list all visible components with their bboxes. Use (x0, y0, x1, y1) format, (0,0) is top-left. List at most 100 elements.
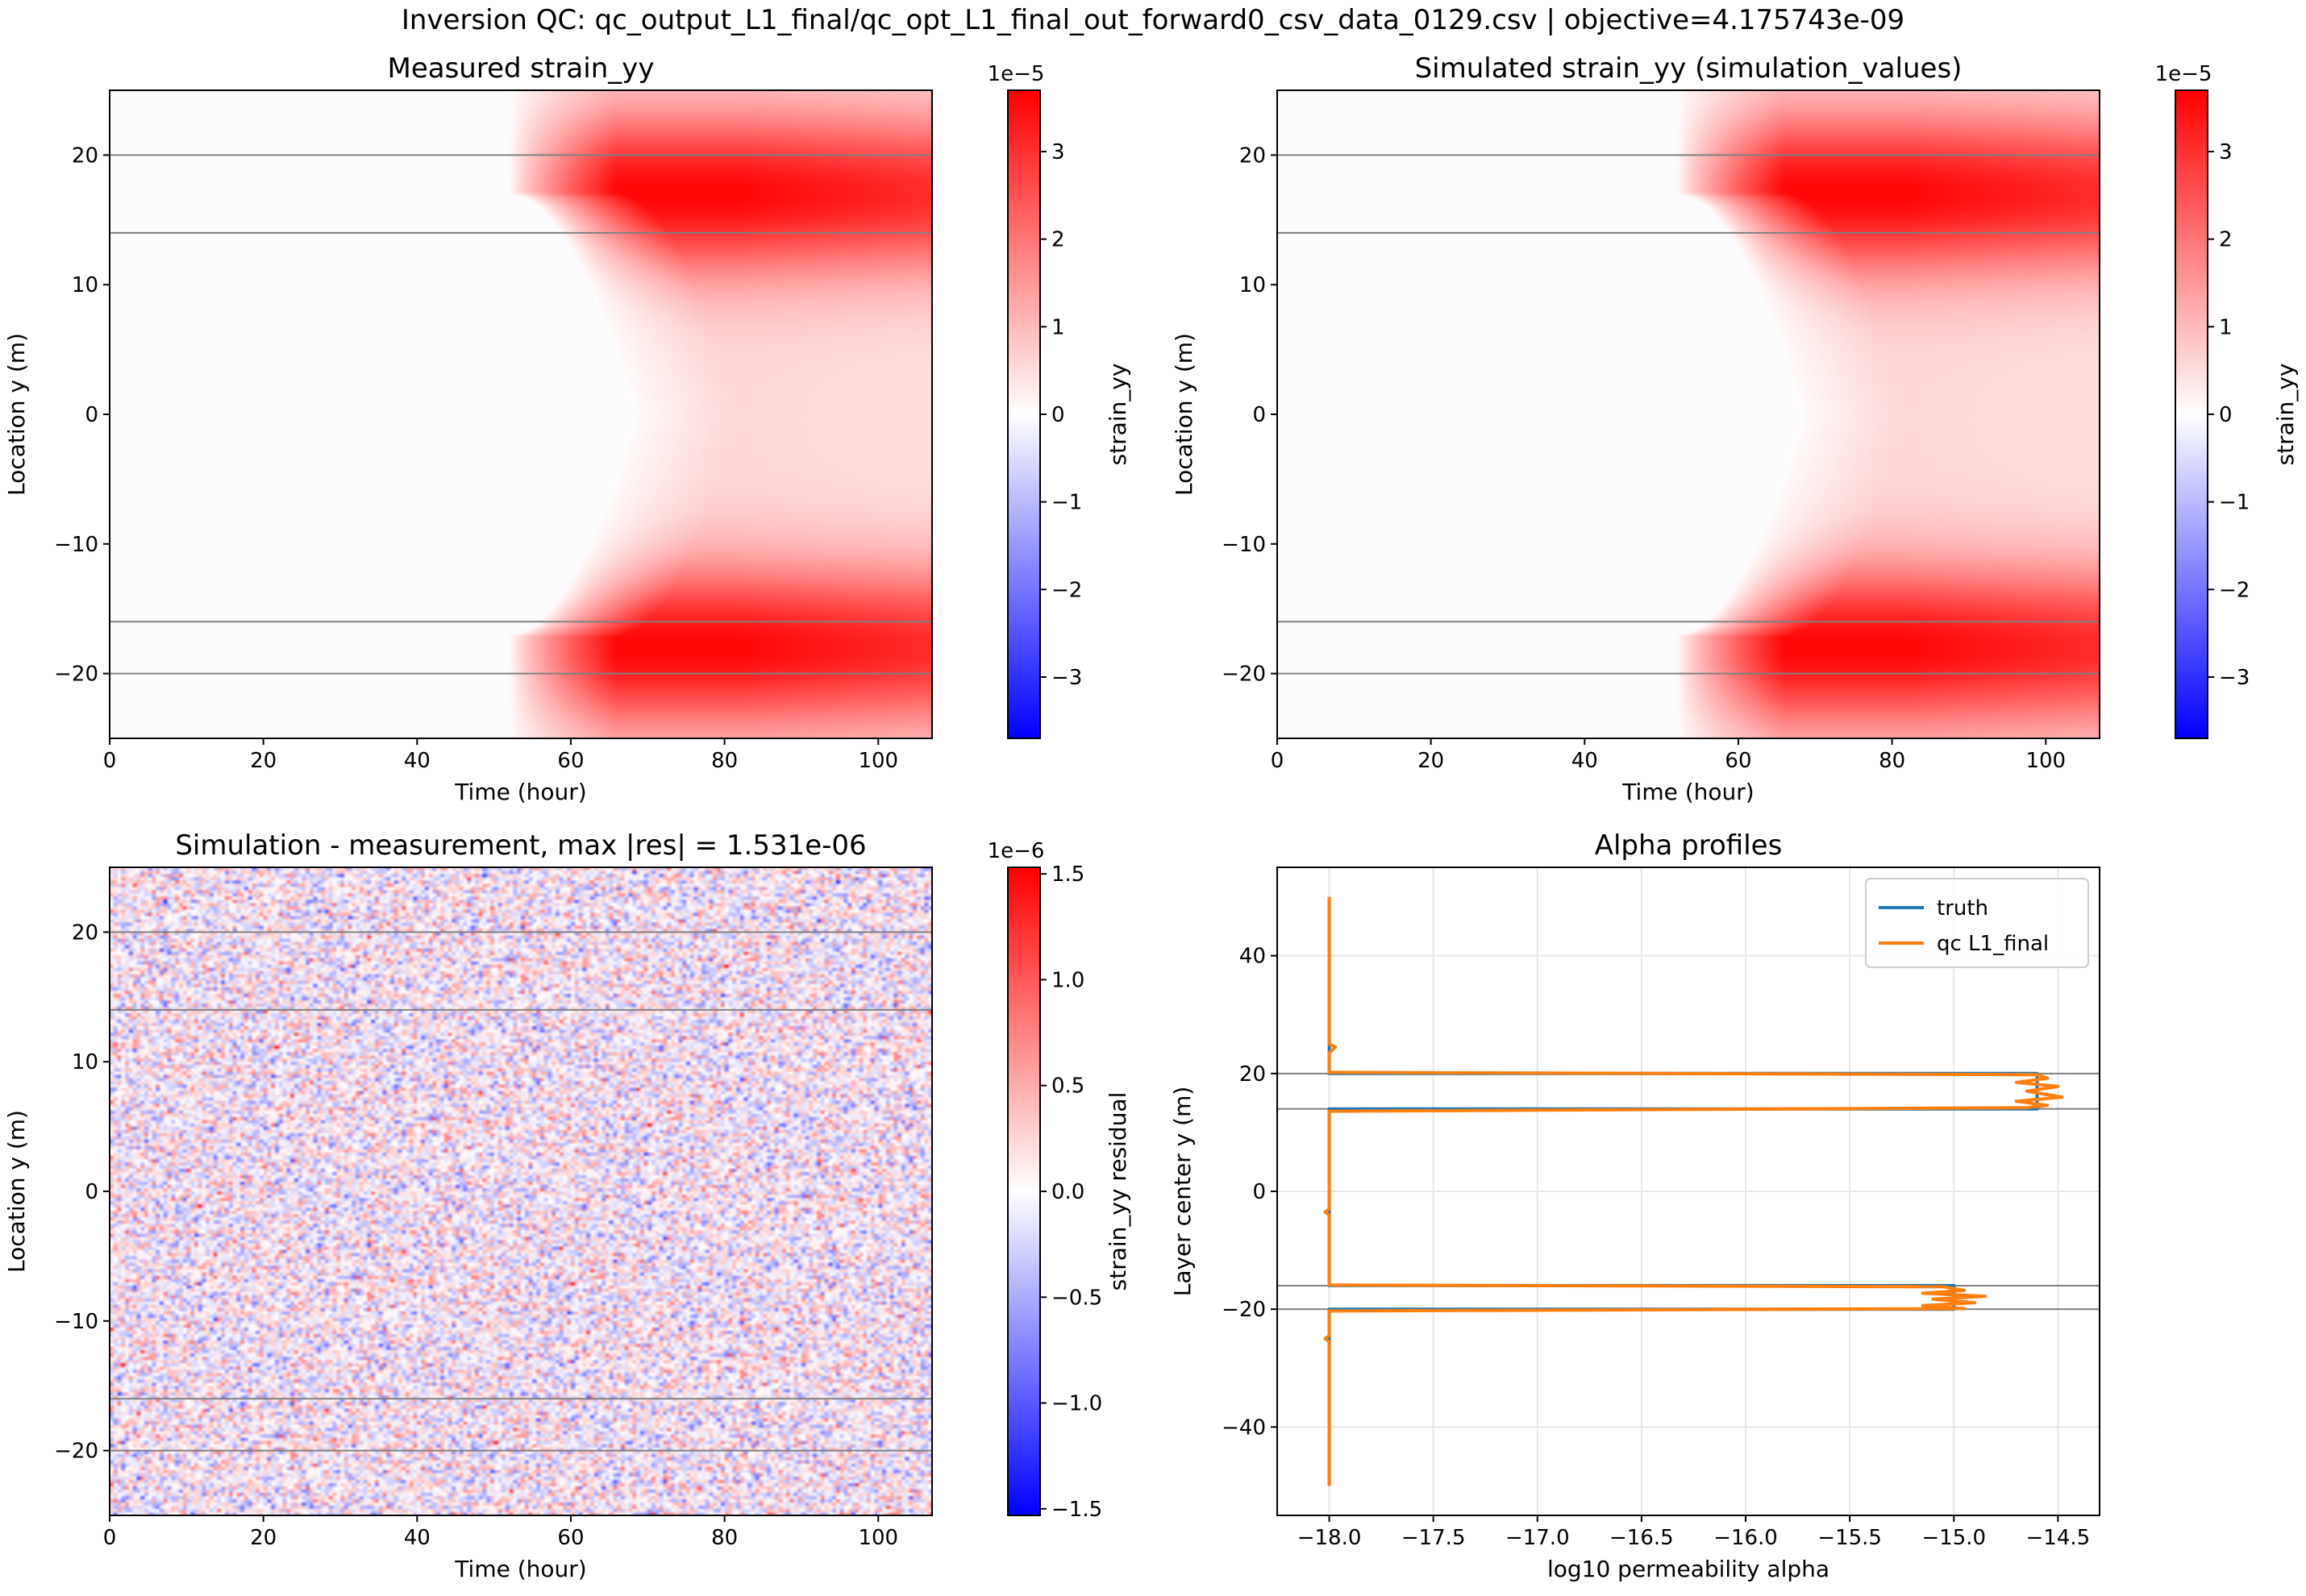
alpha-ytick-label: −20 (1222, 1298, 1266, 1322)
residual-ytick-label: 10 (72, 1050, 98, 1074)
measured-colorbar-tick-label: −3 (1051, 666, 1082, 690)
residual-ytick-label: −20 (54, 1440, 98, 1464)
measured-colorbar-label: strain_yy (1105, 364, 1131, 466)
measured-ytick-label: −20 (54, 663, 98, 687)
residual-heatmap-image (110, 867, 932, 1515)
measured-colorbar-tick-label: 3 (1051, 140, 1065, 164)
measured-ytick-label: 20 (72, 143, 98, 168)
simulated-ylabel: Location y (m) (1171, 333, 1197, 496)
figure-suptitle: Inversion QC: qc_output_L1_final/qc_opt_… (402, 4, 1904, 36)
measured-xtick-label: 40 (404, 749, 431, 773)
simulated-xtick-label: 20 (1417, 749, 1444, 773)
simulated-xtick-label: 0 (1271, 749, 1284, 773)
alpha-profiles-panel: −18.0 −17.5 −17.0 −16.5 −16.0 −15.5 −15.0 −14.5… (1169, 829, 2100, 1582)
residual-xtick-label: 20 (250, 1526, 277, 1550)
simulated-heatmap-image (1277, 90, 2100, 738)
simulated-title: Simulated strain_yy (simulation_values) (1415, 52, 1963, 85)
alpha-xlabel: log10 permeability alpha (1547, 1556, 1829, 1582)
alpha-xtick-label: −15.0 (1921, 1526, 1986, 1550)
simulated-colorbar-label: strain_yy (2272, 364, 2299, 466)
simulated-ytick-label: −10 (1222, 533, 1266, 557)
measured-ytick-label: 10 (72, 273, 98, 297)
residual-title: Simulation - measurement, max |res| = 1.… (175, 829, 866, 862)
residual-colorbar (1007, 867, 1041, 1516)
residual-colorbar-tick-label: −1.0 (1051, 1392, 1102, 1416)
measured-colorbar-tick-label: 2 (1051, 228, 1065, 252)
simulated-xtick-label: 80 (1879, 749, 1905, 773)
simulated-xlabel: Time (hour) (1621, 779, 1754, 805)
alpha-ylabel: Layer center y (m) (1169, 1087, 1196, 1297)
simulated-colorbar-tick-label: 0 (2219, 403, 2233, 427)
alpha-ytick-label: 40 (1239, 945, 1266, 969)
measured-ylabel: Location y (m) (3, 333, 30, 496)
alpha-ytick-label: 20 (1239, 1062, 1266, 1087)
alpha-xtick-label: −17.0 (1505, 1526, 1570, 1550)
residual-ytick-label: 0 (85, 1180, 98, 1204)
measured-ytick-label: 0 (85, 403, 98, 427)
residual-colorbar-tick-label: −1.5 (1051, 1498, 1102, 1522)
alpha-title: Alpha profiles (1595, 829, 1783, 862)
alpha-ytick-label: 0 (1252, 1180, 1266, 1204)
residual-xtick-label: 0 (103, 1526, 117, 1550)
alpha-legend (1865, 878, 2089, 968)
measured-xtick-label: 0 (103, 749, 117, 773)
alpha-xtick-label: −18.0 (1297, 1526, 1362, 1550)
residual-colorbar-offset-text: 1e−6 (988, 839, 1045, 863)
measured-colorbar-tick-label: 0 (1051, 403, 1065, 427)
residual-ytick-label: 20 (72, 921, 98, 945)
alpha-xtick-label: −17.5 (1401, 1526, 1466, 1550)
measured-xlabel: Time (hour) (454, 779, 586, 805)
simulated-colorbar-tick-label: 2 (2219, 228, 2233, 252)
alpha-xtick-label: −15.5 (1817, 1526, 1882, 1550)
measured-colorbar-offset-text: 1e−5 (988, 62, 1045, 86)
residual-xtick-label: 40 (404, 1526, 431, 1550)
simulated-colorbar-tick-label: −1 (2219, 491, 2250, 515)
simulated-colorbar (2175, 89, 2208, 739)
simulated-ytick-label: 20 (1239, 143, 1266, 168)
alpha-ytick-label: −40 (1222, 1415, 1266, 1440)
alpha-series-line-qc-L1_final (1323, 896, 2064, 1486)
residual-colorbar-tick-label: 1.5 (1051, 862, 1084, 887)
residual-ytick-label: −10 (54, 1310, 98, 1334)
simulated-ytick-label: 10 (1239, 273, 1266, 297)
measured-xtick-label: 80 (711, 749, 738, 773)
simulated-ytick-label: 0 (1252, 403, 1266, 427)
measured-colorbar-tick-label: −2 (1051, 578, 1082, 602)
measured-colorbar (1007, 89, 1041, 739)
alpha-legend-label: truth (1937, 896, 1988, 921)
measured-xtick-label: 20 (250, 749, 277, 773)
alpha-xtick-label: −16.5 (1609, 1526, 1674, 1550)
residual-xtick-label: 60 (557, 1526, 584, 1550)
residual-ylabel: Location y (m) (3, 1110, 30, 1273)
simulated-colorbar-tick-label: 1 (2219, 315, 2233, 339)
measured-heatmap-image (110, 90, 932, 738)
simulated-colorbar-tick-label: −2 (2219, 578, 2250, 602)
simulated-ytick-label: −20 (1222, 663, 1266, 687)
simulated-colorbar-offset-text: 1e−5 (2155, 62, 2212, 86)
simulated-xtick-label: 100 (2025, 749, 2066, 773)
simulated-colorbar-tick-label: −3 (2219, 666, 2250, 690)
measured-colorbar-tick-label: 1 (1051, 315, 1065, 339)
measured-xtick-label: 60 (557, 749, 584, 773)
simulated-colorbar-tick-label: 3 (2219, 140, 2233, 164)
residual-colorbar-tick-label: 0.5 (1051, 1074, 1084, 1099)
residual-xlabel: Time (hour) (454, 1556, 586, 1582)
residual-panel: 0 20 40 60 80 100 −20 −10 0 10 20 Simulation - meas… (3, 829, 1131, 1582)
simulated-xtick-label: 60 (1725, 749, 1751, 773)
residual-colorbar-tick-label: 0.0 (1051, 1180, 1084, 1204)
measured-colorbar-tick-label: −1 (1051, 491, 1082, 515)
residual-colorbar-label: strain_yy residual (1105, 1092, 1131, 1291)
alpha-xtick-label: −14.5 (2026, 1526, 2091, 1550)
alpha-legend-label: qc L1_final (1937, 932, 2049, 956)
simulated-xtick-label: 40 (1571, 749, 1598, 773)
residual-colorbar-tick-label: 1.0 (1051, 968, 1084, 992)
residual-colorbar-tick-label: −0.5 (1051, 1286, 1102, 1310)
alpha-xtick-label: −16.0 (1713, 1526, 1778, 1550)
measured-title: Measured strain_yy (388, 52, 655, 85)
measured-ytick-label: −10 (54, 533, 98, 557)
residual-xtick-label: 100 (858, 1526, 898, 1550)
measured-xtick-label: 100 (858, 749, 898, 773)
